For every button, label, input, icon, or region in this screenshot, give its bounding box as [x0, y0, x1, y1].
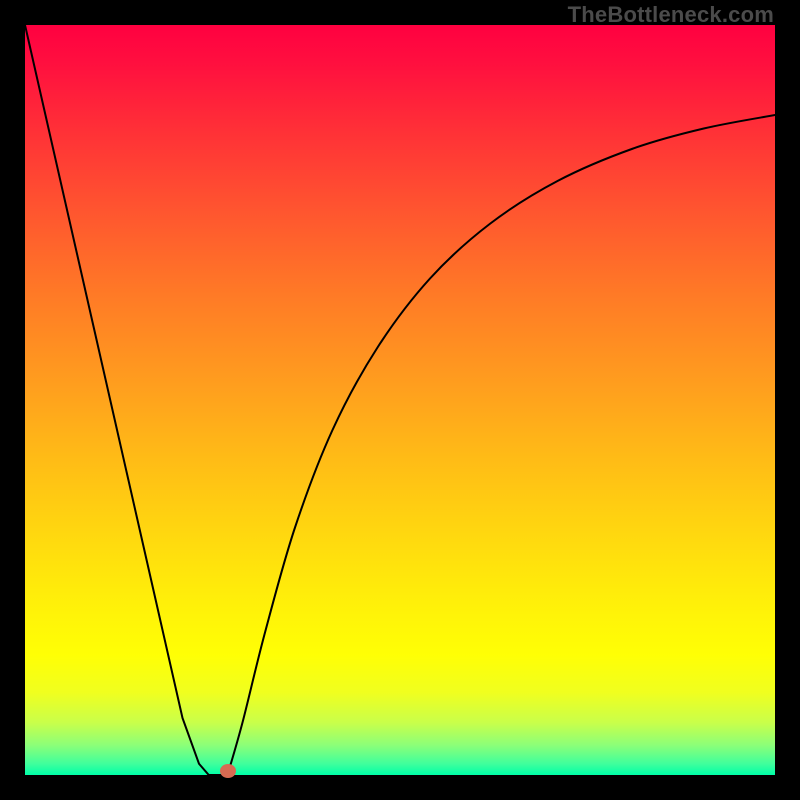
optimal-point-marker: [220, 764, 236, 778]
chart-container: TheBottleneck.com: [0, 0, 800, 800]
plot-area: [25, 25, 775, 775]
watermark-text: TheBottleneck.com: [568, 2, 774, 28]
bottleneck-curve: [25, 25, 775, 775]
